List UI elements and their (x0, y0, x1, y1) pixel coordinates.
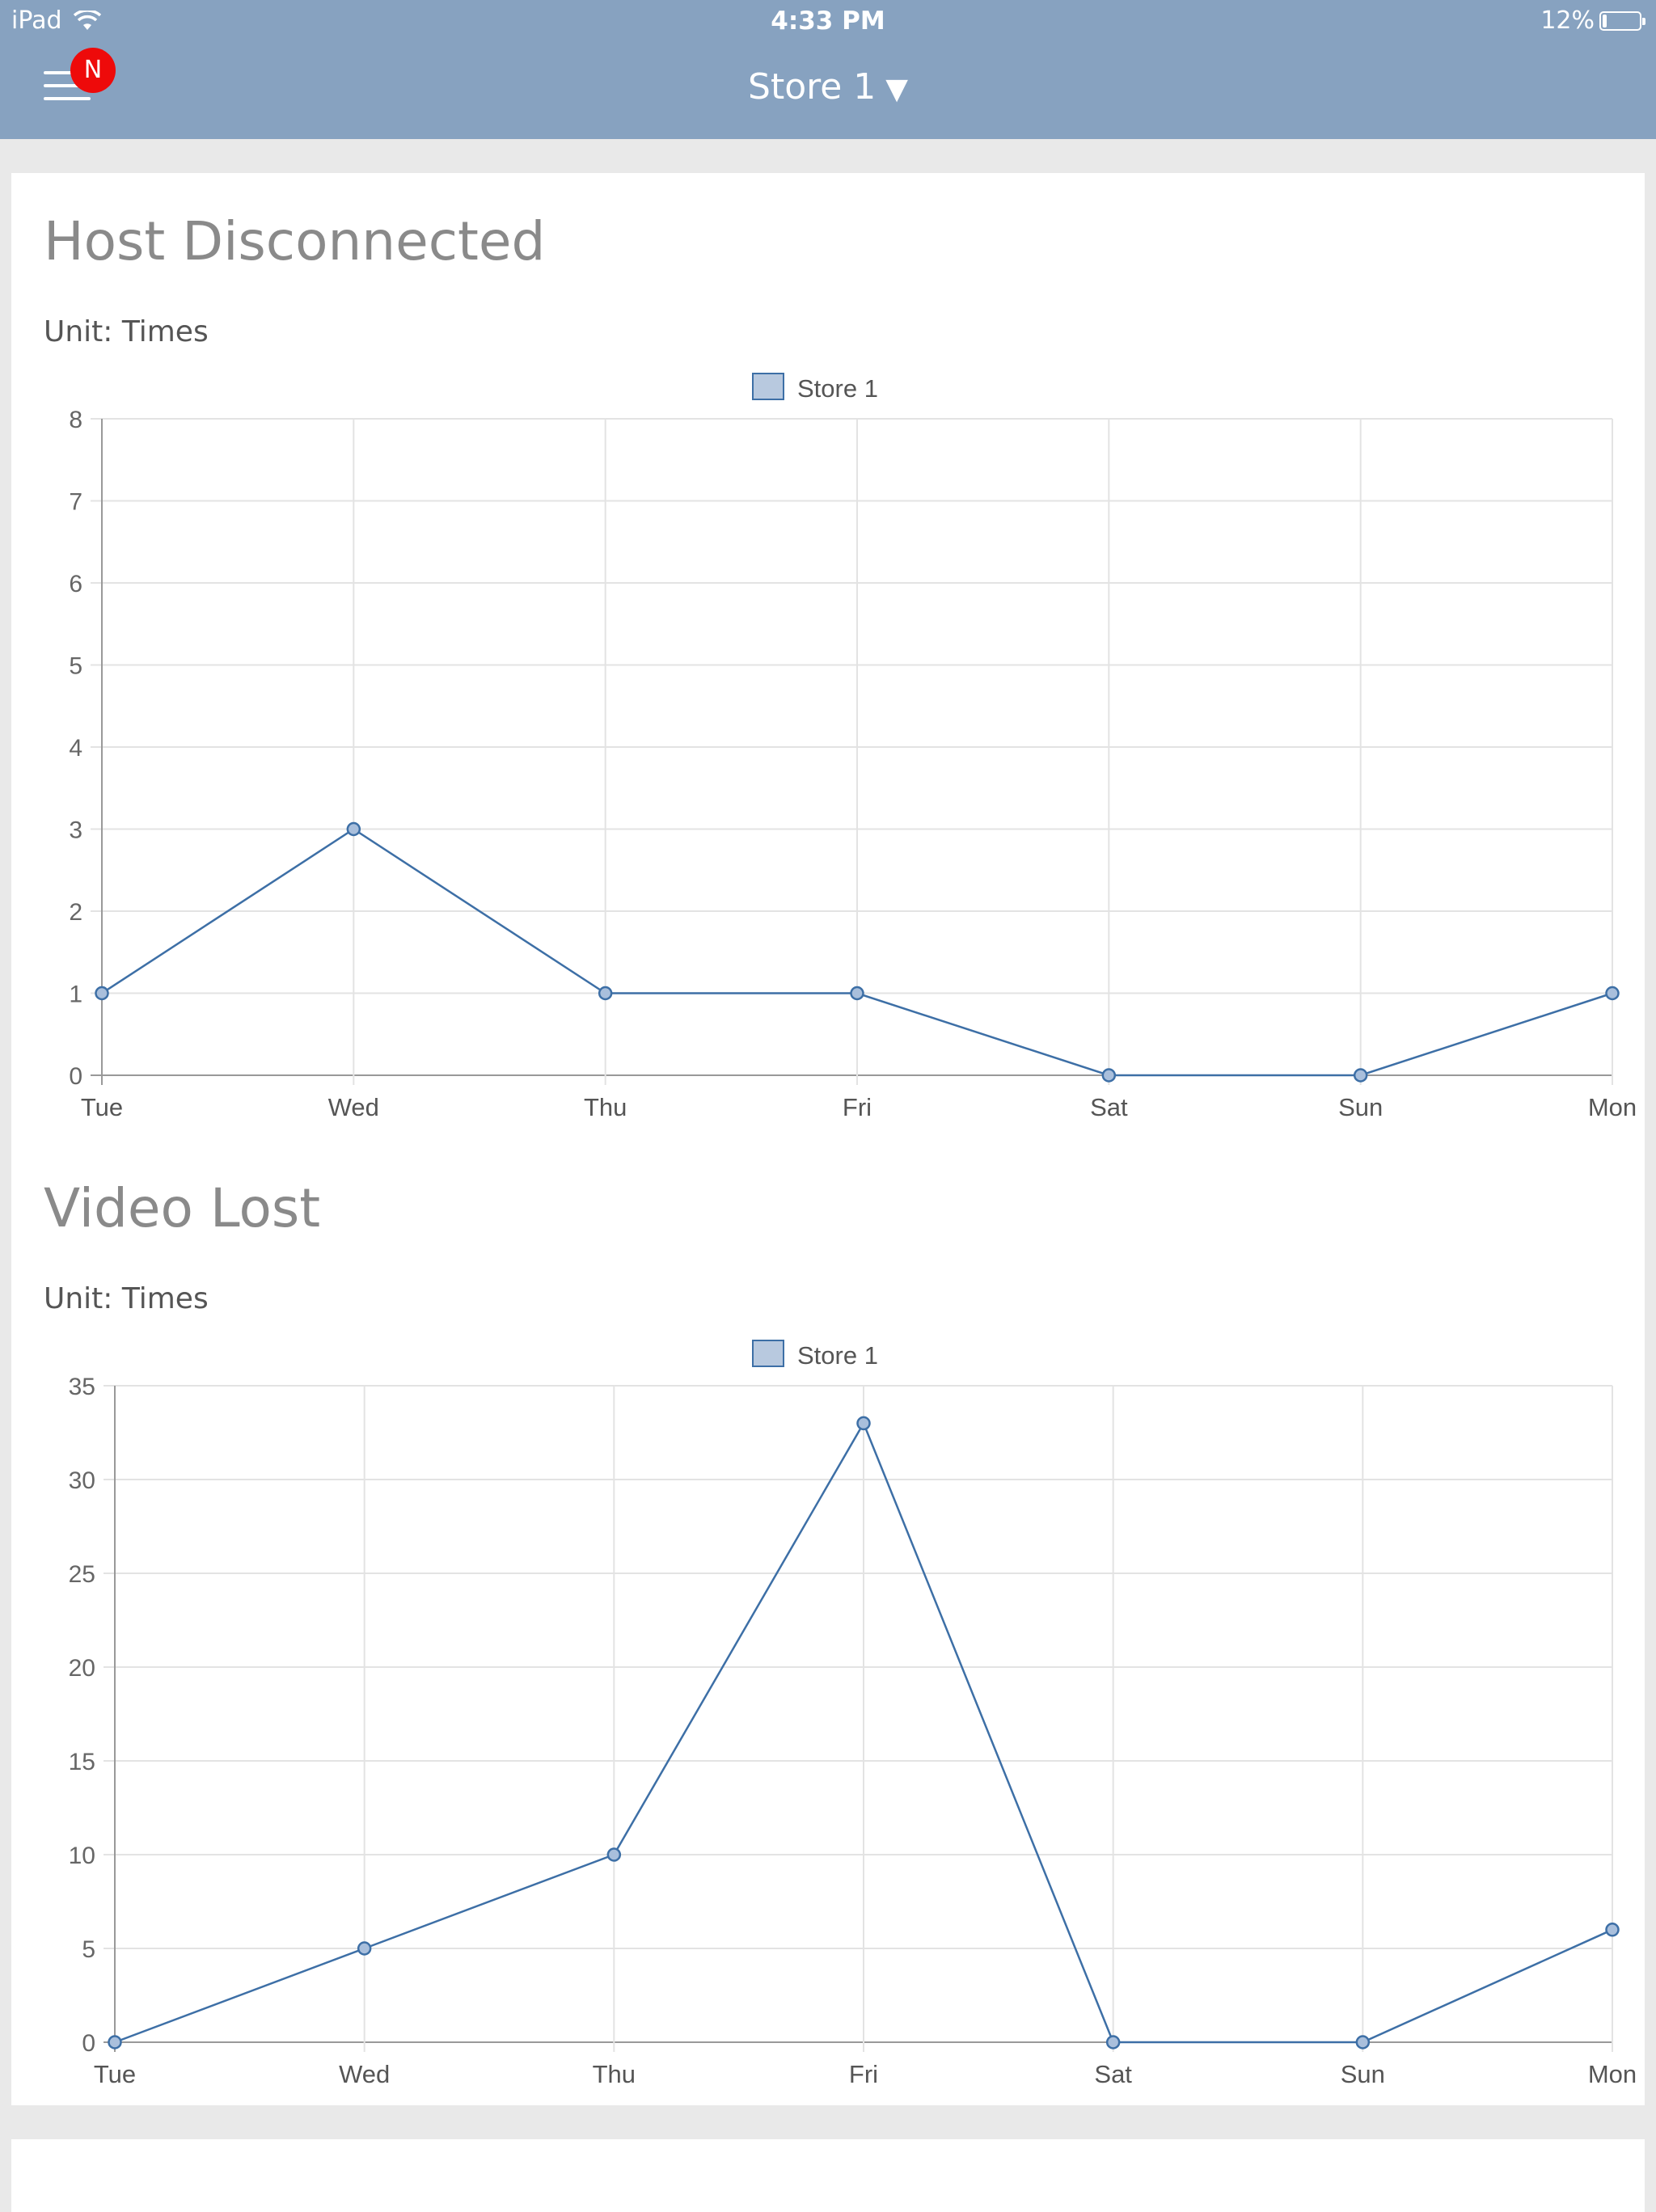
x-tick-label: Sun (1341, 2060, 1385, 2088)
battery-icon (1599, 11, 1645, 31)
x-tick-label: Wed (339, 2060, 390, 2088)
x-tick-label: Thu (593, 2060, 636, 2088)
y-tick-label: 25 (69, 1561, 95, 1588)
x-tick-label: Sat (1094, 2060, 1132, 2088)
x-tick-label: Fri (843, 1093, 872, 1121)
y-tick-label: 35 (69, 1374, 95, 1400)
x-tick-label: Sat (1090, 1093, 1128, 1121)
y-tick-label: 3 (69, 817, 82, 844)
x-tick-label: Fri (849, 2060, 878, 2088)
y-tick-label: 7 (69, 489, 82, 516)
status-right: 12% (1540, 6, 1645, 35)
charts-card: Host Disconnected Unit: Times Store 1 0 1 2… (11, 173, 1645, 2105)
store-name: Store 1 (748, 66, 877, 108)
status-bar: iPad 4:33 PM 12% (0, 0, 1656, 42)
data-point (1101, 1068, 1117, 1083)
battery-percent: 12% (1540, 6, 1595, 35)
y-tick-label: 1 (69, 981, 82, 1008)
caret-down-icon: ▼ (885, 73, 908, 106)
chart-video-lost: Store 1 0 5 10 15 20 25 30 35 Tue Wed Thu Fri Sat Sun M… (69, 1340, 1637, 2088)
x-tick-label: Thu (584, 1093, 627, 1121)
data-point (95, 986, 109, 1001)
data-point (1353, 1068, 1368, 1083)
data-point (1605, 1923, 1620, 1937)
data-point (1355, 2035, 1371, 2049)
unit-label-host-disconnected: Unit: Times (44, 315, 209, 348)
nav-bar: N Store 1 ▼ (0, 42, 1656, 139)
notification-badge[interactable]: N (70, 48, 116, 93)
legend-label: Store 1 (797, 374, 878, 403)
x-tick-label: Mon (1588, 2060, 1637, 2088)
unit-label-video-lost: Unit: Times (44, 1282, 209, 1315)
data-point (1605, 986, 1620, 1001)
data-point (357, 1941, 372, 1956)
y-tick-label: 20 (69, 1655, 95, 1682)
legend-swatch (752, 373, 784, 400)
hamburger-menu-icon[interactable] (44, 71, 92, 112)
y-tick-label: 4 (69, 735, 82, 762)
y-tick-label: 0 (82, 2030, 95, 2057)
legend-swatch (752, 1340, 784, 1367)
battery-fill (1603, 14, 1607, 27)
y-tick-label: 30 (69, 1467, 95, 1494)
section-title-host-disconnected: Host Disconnected (44, 210, 546, 272)
next-card (11, 2139, 1645, 2212)
device-label: iPad (11, 6, 62, 35)
status-left: iPad (11, 6, 101, 35)
chart-host-disconnected: Store 1 0 1 2 3 4 5 6 7 8 Tue Wed Thu Fri Sat Sun Mon (69, 373, 1637, 1121)
y-tick-label: 6 (69, 571, 82, 597)
status-time: 4:33 PM (771, 6, 885, 36)
data-point (1105, 2035, 1121, 2049)
y-tick-label: 5 (69, 653, 82, 680)
y-tick-label: 8 (69, 407, 82, 433)
data-point (850, 986, 864, 1001)
x-tick-label: Wed (328, 1093, 379, 1121)
legend-label: Store 1 (797, 1341, 878, 1370)
section-title-video-lost: Video Lost (44, 1177, 321, 1239)
store-selector[interactable]: Store 1 ▼ (0, 66, 1656, 108)
y-tick-label: 0 (69, 1063, 82, 1090)
y-tick-label: 15 (69, 1749, 95, 1775)
data-point (856, 1416, 871, 1431)
x-tick-label: Mon (1588, 1093, 1637, 1121)
wifi-icon (73, 10, 101, 30)
data-point (346, 821, 361, 837)
y-tick-label: 2 (69, 899, 82, 926)
data-point (606, 1847, 622, 1862)
data-point (598, 986, 613, 1001)
x-tick-label: Tue (94, 2060, 136, 2088)
y-tick-label: 5 (82, 1936, 95, 1963)
x-tick-label: Sun (1338, 1093, 1383, 1121)
y-tick-label: 10 (69, 1843, 95, 1869)
x-tick-label: Tue (81, 1093, 123, 1121)
data-point (108, 2035, 122, 2049)
